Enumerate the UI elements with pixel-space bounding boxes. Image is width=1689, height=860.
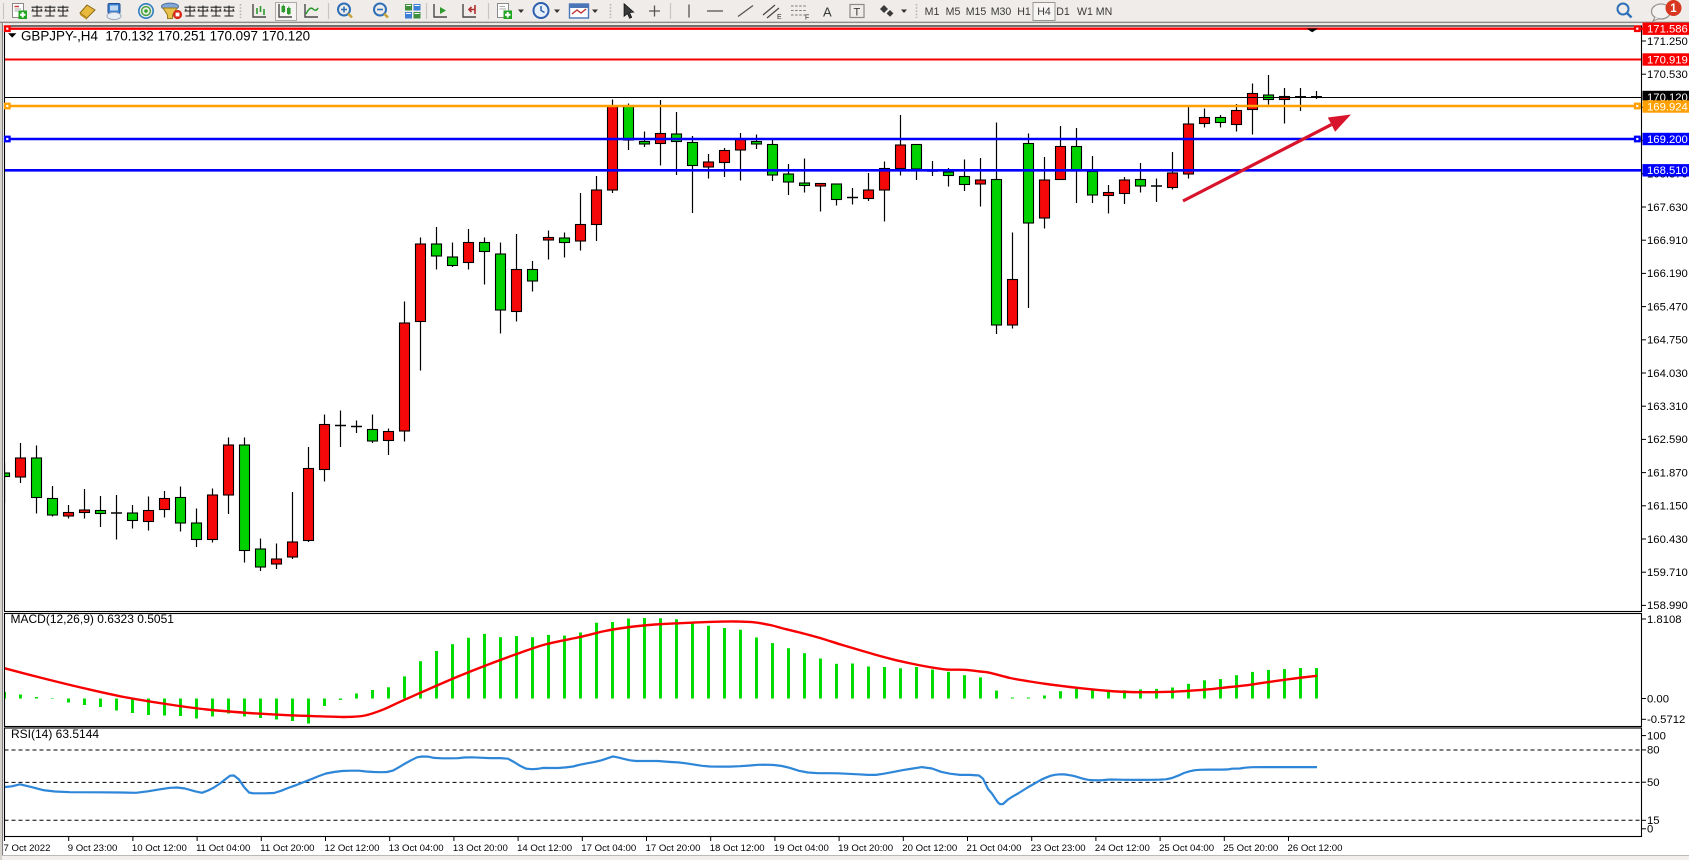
svg-text:17 Oct 04:00: 17 Oct 04:00 xyxy=(581,843,636,854)
svg-text:M15: M15 xyxy=(966,6,987,18)
svg-text:MACD(12,26,9) 0.6323 0.5051: MACD(12,26,9) 0.6323 0.5051 xyxy=(11,612,175,626)
svg-text:168.510: 168.510 xyxy=(1647,165,1688,177)
svg-text:12 Oct 12:00: 12 Oct 12:00 xyxy=(325,843,380,854)
svg-text:19 Oct 04:00: 19 Oct 04:00 xyxy=(774,843,829,854)
svg-text:21 Oct 04:00: 21 Oct 04:00 xyxy=(967,843,1022,854)
svg-text:160.430: 160.430 xyxy=(1647,534,1688,546)
svg-text:M5: M5 xyxy=(946,6,961,18)
svg-text:171.250: 171.250 xyxy=(1647,36,1688,48)
svg-text:161.150: 161.150 xyxy=(1647,501,1688,513)
svg-text:9 Oct 23:00: 9 Oct 23:00 xyxy=(68,843,118,854)
svg-text:169.200: 169.200 xyxy=(1647,134,1688,146)
svg-text:H4: H4 xyxy=(1037,6,1051,18)
svg-text:170.919: 170.919 xyxy=(1647,54,1688,66)
svg-text:166.190: 166.190 xyxy=(1647,268,1688,280)
svg-text:14 Oct 12:00: 14 Oct 12:00 xyxy=(517,843,572,854)
svg-text:11 Oct 04:00: 11 Oct 04:00 xyxy=(196,843,250,854)
svg-text:-0.5712: -0.5712 xyxy=(1647,714,1685,726)
svg-text:11 Oct 20:00: 11 Oct 20:00 xyxy=(260,843,314,854)
svg-text:1: 1 xyxy=(1670,3,1677,15)
svg-text:25 Oct 04:00: 25 Oct 04:00 xyxy=(1159,843,1214,854)
svg-text:0: 0 xyxy=(1647,824,1653,836)
svg-text:164.750: 164.750 xyxy=(1647,335,1688,347)
svg-text:158.990: 158.990 xyxy=(1647,600,1688,612)
svg-text:163.310: 163.310 xyxy=(1647,401,1688,413)
svg-text:23 Oct 23:00: 23 Oct 23:00 xyxy=(1031,843,1086,854)
svg-text:10 Oct 12:00: 10 Oct 12:00 xyxy=(132,843,187,854)
svg-text:F: F xyxy=(805,15,809,22)
svg-text:166.910: 166.910 xyxy=(1647,235,1688,247)
svg-text:M1: M1 xyxy=(925,6,940,18)
svg-text:15: 15 xyxy=(1647,815,1660,827)
svg-text:19 Oct 20:00: 19 Oct 20:00 xyxy=(838,843,893,854)
svg-text:M30: M30 xyxy=(991,6,1012,18)
svg-text:165.470: 165.470 xyxy=(1647,301,1688,313)
svg-text:GBPJPY-,H4 170.132 170.251 17: GBPJPY-,H4 170.132 170.251 170.097 170.1… xyxy=(21,29,310,44)
svg-text:13 Oct 20:00: 13 Oct 20:00 xyxy=(453,843,508,854)
svg-text:MN: MN xyxy=(1096,6,1112,18)
svg-text:159.710: 159.710 xyxy=(1647,567,1688,579)
svg-text:RSI(14) 63.5144: RSI(14) 63.5144 xyxy=(11,727,99,741)
svg-text:18 Oct 12:00: 18 Oct 12:00 xyxy=(710,843,765,854)
svg-text:161.870: 161.870 xyxy=(1647,467,1688,479)
svg-text:50: 50 xyxy=(1647,777,1660,789)
svg-text:167.630: 167.630 xyxy=(1647,202,1688,214)
svg-text:24 Oct 12:00: 24 Oct 12:00 xyxy=(1095,843,1150,854)
svg-text:H1: H1 xyxy=(1017,6,1031,18)
svg-text:D1: D1 xyxy=(1056,6,1070,18)
svg-text:26 Oct 12:00: 26 Oct 12:00 xyxy=(1288,843,1343,854)
svg-text:169.924: 169.924 xyxy=(1647,101,1688,113)
svg-text:W1: W1 xyxy=(1077,6,1093,18)
svg-text:17 Oct 20:00: 17 Oct 20:00 xyxy=(646,843,701,854)
svg-text:T: T xyxy=(854,6,861,18)
svg-text:25 Oct 20:00: 25 Oct 20:00 xyxy=(1223,843,1278,854)
svg-text:164.030: 164.030 xyxy=(1647,368,1688,380)
svg-text:E: E xyxy=(777,14,782,21)
svg-text:170.530: 170.530 xyxy=(1647,69,1688,81)
svg-text:A: A xyxy=(823,5,832,20)
svg-text:0.00: 0.00 xyxy=(1647,693,1669,705)
svg-text:7 Oct 2022: 7 Oct 2022 xyxy=(4,843,51,854)
svg-text:100: 100 xyxy=(1647,730,1666,742)
svg-text:1.8108: 1.8108 xyxy=(1647,614,1682,626)
svg-text:20 Oct 12:00: 20 Oct 12:00 xyxy=(902,843,957,854)
svg-text:80: 80 xyxy=(1647,745,1660,757)
svg-text:171.586: 171.586 xyxy=(1647,24,1688,36)
svg-text:13 Oct 04:00: 13 Oct 04:00 xyxy=(389,843,444,854)
svg-text:162.590: 162.590 xyxy=(1647,434,1688,446)
